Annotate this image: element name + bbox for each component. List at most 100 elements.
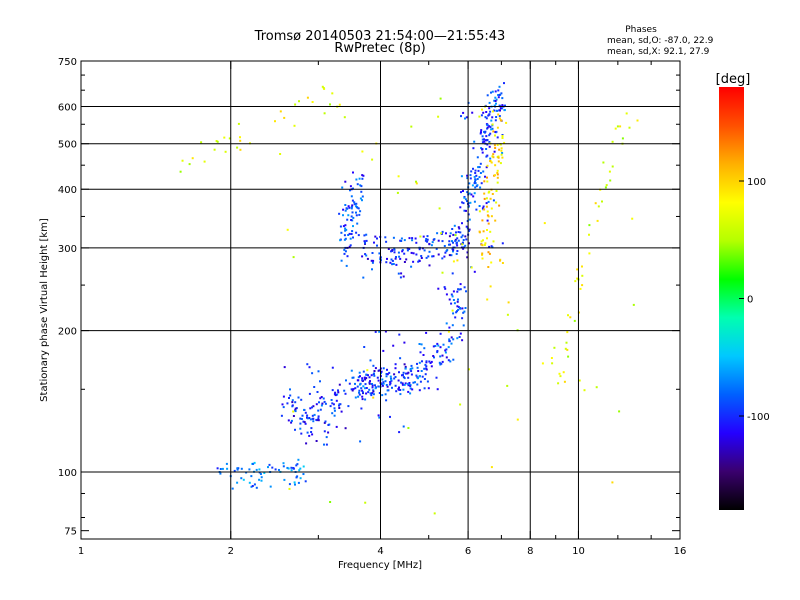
scatter-point [438, 361, 441, 364]
scatter-point [340, 231, 343, 234]
scatter-point [489, 132, 492, 135]
scatter-point [286, 228, 289, 231]
scatter-point [371, 392, 374, 395]
scatter-point [351, 389, 354, 392]
y-tick-label: 100 [58, 468, 77, 479]
scatter-point [364, 242, 366, 245]
scatter-point [348, 382, 351, 385]
scatter-point [461, 243, 464, 246]
scatter-point [350, 219, 353, 221]
scatter-point [359, 383, 361, 386]
scatter-point [503, 82, 505, 85]
scatter-point [346, 218, 349, 221]
scatter-point [361, 389, 364, 392]
scatter-point [344, 227, 347, 230]
scatter-point [558, 372, 561, 375]
scatter-point [338, 404, 340, 407]
scatter-point [496, 176, 499, 179]
scatter-point [360, 185, 363, 188]
scatter-point [373, 370, 376, 372]
scatter-point [450, 293, 453, 296]
scatter-point [385, 261, 388, 264]
scatter-point [462, 202, 465, 205]
scatter-point [432, 255, 435, 258]
scatter-point [394, 367, 397, 370]
scatter-point [608, 170, 611, 173]
scatter-point [452, 233, 455, 236]
scatter-point [474, 172, 477, 174]
scatter-point [338, 212, 341, 215]
scatter-point [363, 240, 366, 243]
scatter-point [475, 208, 478, 211]
scatter-point [430, 360, 433, 363]
scatter-point [351, 219, 354, 222]
scatter-point [309, 407, 312, 410]
scatter-point [294, 428, 296, 431]
scatter-point [248, 468, 251, 471]
scatter-point [399, 389, 402, 391]
scatter-point [366, 369, 369, 372]
scatter-point [541, 362, 544, 365]
y-tick-label: 75 [64, 527, 77, 538]
scatter-point [490, 119, 493, 122]
scatter-point [440, 232, 442, 235]
scatter-point [417, 377, 419, 380]
scatter-point [371, 383, 373, 385]
scatter-point [448, 298, 451, 301]
scatter-point [472, 195, 475, 198]
scatter-point [354, 396, 357, 399]
scatter-point [260, 476, 263, 479]
scatter-point [578, 379, 581, 382]
scatter-point [487, 191, 490, 194]
scatter-point [411, 367, 414, 370]
scatter-point [303, 421, 306, 424]
scatter-point [394, 384, 397, 387]
scatter-point [306, 417, 309, 420]
scatter-point [369, 392, 372, 395]
scatter-point [480, 114, 483, 117]
scatter-point [337, 391, 340, 394]
scatter-point [497, 94, 500, 96]
scatter-point [498, 204, 501, 207]
scatter-point [391, 263, 394, 266]
scatter-point [550, 357, 553, 359]
scatter-point [551, 362, 554, 365]
scatter-point [486, 143, 489, 146]
scatter-point [471, 111, 474, 114]
scatter-point [494, 174, 496, 177]
colorbar-tick-label: 100 [747, 177, 766, 188]
scatter-point [452, 299, 455, 301]
scatter-point [420, 255, 423, 257]
scatter-point [596, 219, 599, 222]
scatter-point [454, 239, 457, 242]
scatter-point [485, 148, 488, 150]
scatter-point [428, 243, 431, 246]
scatter-point [299, 477, 302, 480]
scatter-point [421, 360, 423, 363]
scatter-point [378, 330, 381, 333]
scatter-point [437, 239, 440, 242]
scatter-point [407, 384, 410, 387]
scatter-point [350, 195, 353, 198]
scatter-point [497, 156, 500, 159]
scatter-point [411, 239, 414, 242]
scatter-point [453, 302, 456, 305]
scatter-point [319, 408, 322, 411]
scatter-point [373, 372, 375, 375]
scatter-point [415, 241, 418, 244]
scatter-point [473, 140, 476, 143]
scatter-point [581, 274, 584, 277]
scatter-point [240, 477, 243, 480]
scatter-point [385, 384, 388, 386]
scatter-point [343, 252, 346, 255]
scatter-point [369, 359, 372, 362]
scatter-point [362, 385, 365, 388]
scatter-point [470, 266, 473, 269]
scatter-point [258, 468, 261, 471]
scatter-point [481, 151, 484, 154]
scatter-point [483, 180, 486, 183]
scatter-point [636, 119, 639, 122]
scatter-point [372, 396, 375, 399]
scatter-point [360, 190, 363, 193]
scatter-point [396, 191, 399, 194]
